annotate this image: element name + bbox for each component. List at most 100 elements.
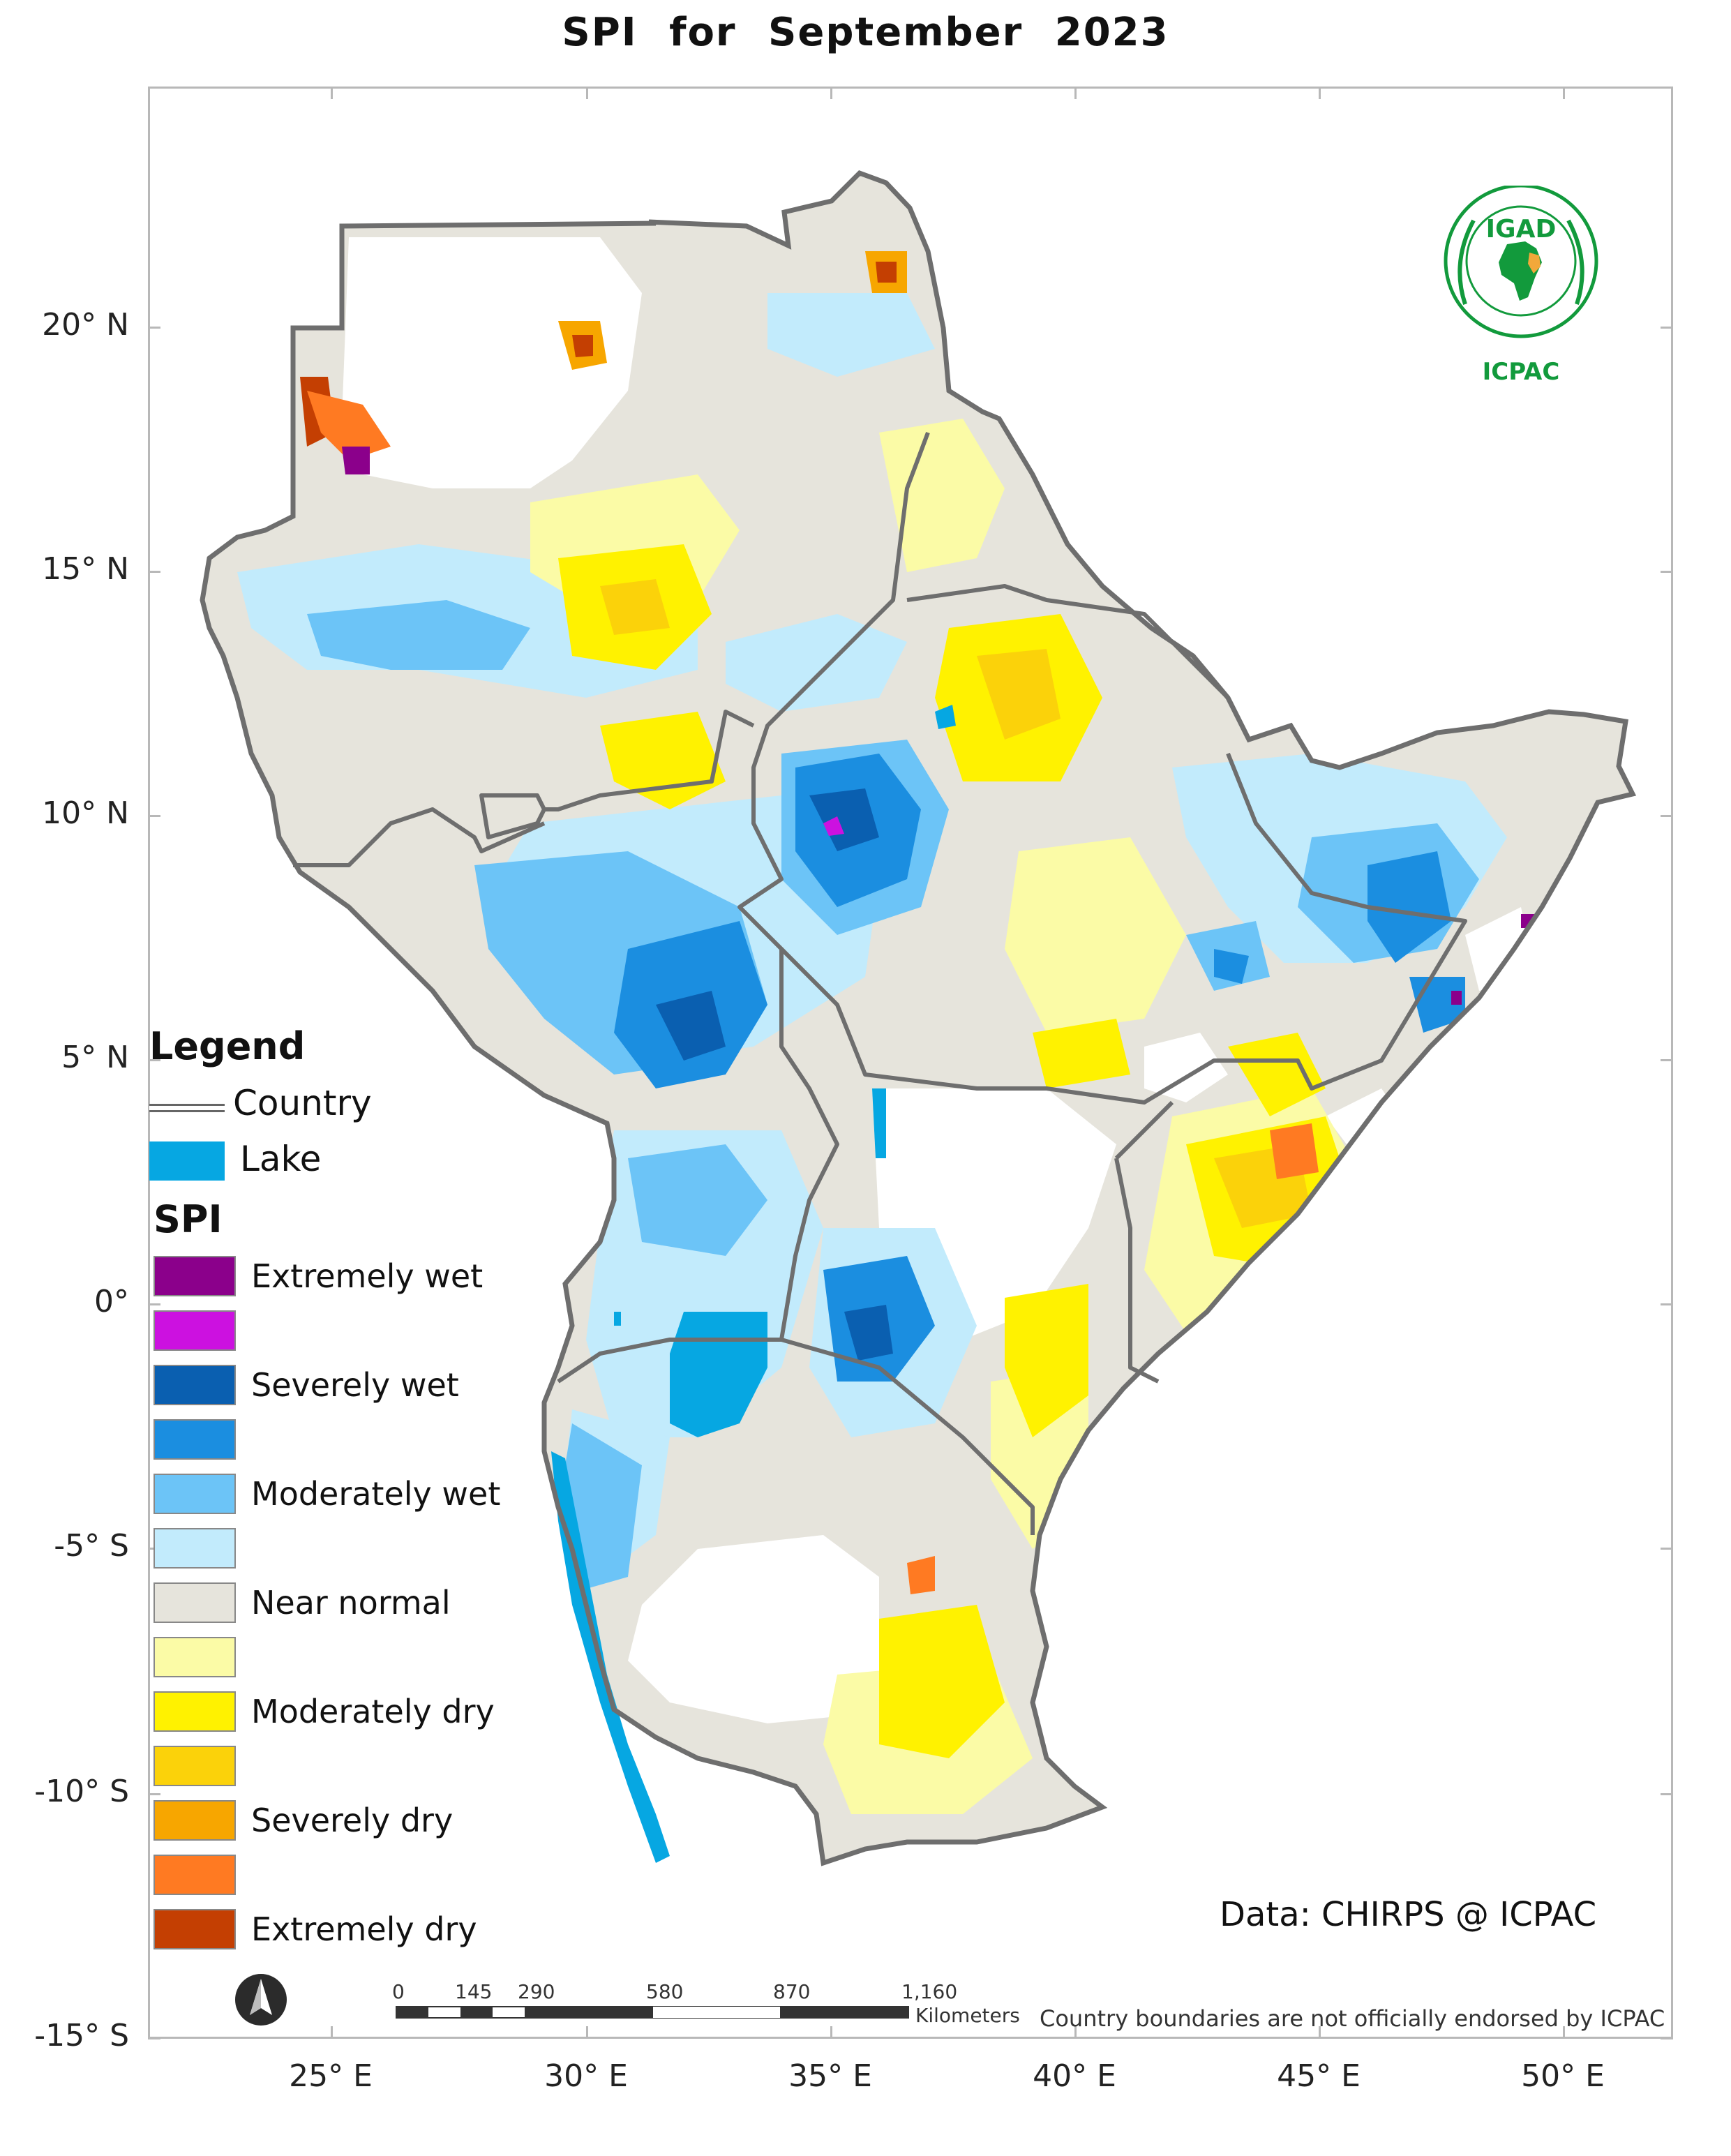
lakes — [551, 705, 956, 1863]
spi-patch — [767, 293, 935, 377]
spi-patch — [1270, 1123, 1319, 1179]
spi-patch — [1228, 1033, 1326, 1116]
legend-spi-title: SPI — [153, 1197, 223, 1241]
legend-swatch — [153, 1909, 236, 1949]
spi-patch — [1005, 1284, 1088, 1437]
legend-swatch — [153, 1582, 236, 1623]
lake — [872, 1088, 886, 1158]
lon-tick — [830, 87, 832, 99]
lon-tick — [1563, 2026, 1565, 2039]
lon-tick — [1563, 87, 1565, 99]
country-boundary — [557, 949, 839, 1384]
legend-swatch — [153, 1637, 236, 1677]
map-title: SPI for September 2023 — [562, 10, 1169, 55]
scale-bar-units: Kilometers — [915, 2004, 1020, 2027]
lon-tick-label: 25° E — [289, 2058, 373, 2094]
country-boundary — [781, 1338, 1035, 1535]
legend-swatch — [153, 1528, 236, 1569]
spi-patch — [307, 391, 391, 461]
spi-patch — [628, 1535, 879, 1723]
legend-class-label: Extremely wet — [251, 1257, 484, 1295]
legend-title: Legend — [149, 1024, 306, 1068]
lat-tick — [1661, 1548, 1673, 1550]
legend-class-label: Moderately dry — [251, 1693, 495, 1730]
lat-tick — [1661, 815, 1673, 817]
lon-tick-label: 45° E — [1277, 2058, 1361, 2094]
spi-patch — [628, 1144, 767, 1256]
lon-tick — [586, 2026, 588, 2039]
disclaimer: Country boundaries are not officially en… — [1040, 2005, 1665, 2032]
svg-text:ICPAC: ICPAC — [1483, 358, 1560, 386]
spi-patch — [726, 614, 907, 712]
spi-patch — [809, 788, 879, 851]
country-boundary — [737, 431, 1467, 1105]
legend-lake-swatch — [149, 1141, 225, 1181]
country-boundary — [1114, 1158, 1160, 1384]
scale-bar-label: 580 — [646, 1980, 684, 2003]
legend-class-label: Near normal — [251, 1584, 451, 1622]
lat-tick — [1661, 571, 1673, 573]
lat-tick — [148, 1059, 160, 1061]
legend-swatch — [153, 1474, 236, 1514]
spi-patch — [1033, 1019, 1130, 1088]
country-boundary — [1114, 1100, 1174, 1160]
spi-patch — [1214, 949, 1249, 984]
spi-patch — [307, 600, 530, 670]
legend-swatch — [153, 1365, 236, 1405]
legend-country-label: Country — [233, 1083, 372, 1123]
lat-tick — [148, 2037, 160, 2039]
lon-tick-label: 50° E — [1521, 2058, 1605, 2094]
lat-tick — [148, 571, 160, 573]
spi-patch — [342, 447, 370, 474]
spi-patch — [879, 1605, 1005, 1758]
spi-patch — [1005, 837, 1186, 1033]
spi-patch — [844, 1305, 893, 1361]
scale-bar — [396, 2006, 909, 2019]
legend-swatch — [153, 1419, 236, 1460]
scale-bar-label: 145 — [455, 1980, 493, 2003]
lon-tick — [1074, 2026, 1077, 2039]
spi-patch — [656, 991, 726, 1061]
legend-swatch — [153, 1310, 236, 1351]
legend-swatch — [153, 1746, 236, 1786]
lon-tick — [331, 87, 333, 99]
lat-tick-label: -5° S — [54, 1528, 129, 1564]
lat-tick-label: 0° — [94, 1284, 129, 1319]
lat-tick-label: 5° N — [61, 1040, 129, 1075]
country-boundaries — [200, 170, 1637, 1866]
lon-tick-label: 30° E — [544, 2058, 628, 2094]
lat-tick — [148, 815, 160, 817]
lat-tick — [1661, 2037, 1673, 2039]
legend-swatch — [153, 1691, 236, 1732]
lat-tick-label: -15° S — [34, 2018, 129, 2053]
scale-bar-label: 290 — [518, 1980, 555, 2003]
lake — [614, 1312, 621, 1326]
lat-tick — [148, 1793, 160, 1795]
spi-patch — [876, 262, 897, 283]
lat-tick-label: -10° S — [34, 1774, 129, 1809]
data-credit: Data: CHIRPS @ ICPAC — [1220, 1895, 1597, 1934]
lat-tick — [1661, 1793, 1673, 1795]
laurel-right-icon — [1566, 219, 1584, 305]
legend-class-label: Severely wet — [251, 1366, 459, 1404]
lon-tick — [1319, 87, 1321, 99]
lat-tick — [148, 1303, 160, 1305]
lat-tick — [1661, 1303, 1673, 1305]
lake — [551, 1451, 670, 1863]
scale-bar-label: 1,160 — [901, 1980, 958, 2003]
lon-tick — [1319, 2026, 1321, 2039]
scale-bar-label: 870 — [773, 1980, 811, 2003]
spi-patch — [600, 579, 670, 635]
igad-icpac-logo: IGAD ICPAC — [1444, 186, 1598, 386]
lon-tick — [331, 2026, 333, 2039]
north-arrow-icon — [235, 1974, 287, 2026]
lon-tick — [586, 87, 588, 99]
scale-bar-label: 0 — [392, 1980, 405, 2003]
legend-class-label: Extremely dry — [251, 1910, 477, 1948]
lake — [935, 705, 956, 729]
lon-tick — [830, 2026, 832, 2039]
lon-tick-label: 40° E — [1033, 2058, 1116, 2094]
legend-swatch — [153, 1256, 236, 1296]
lake — [670, 1312, 767, 1437]
